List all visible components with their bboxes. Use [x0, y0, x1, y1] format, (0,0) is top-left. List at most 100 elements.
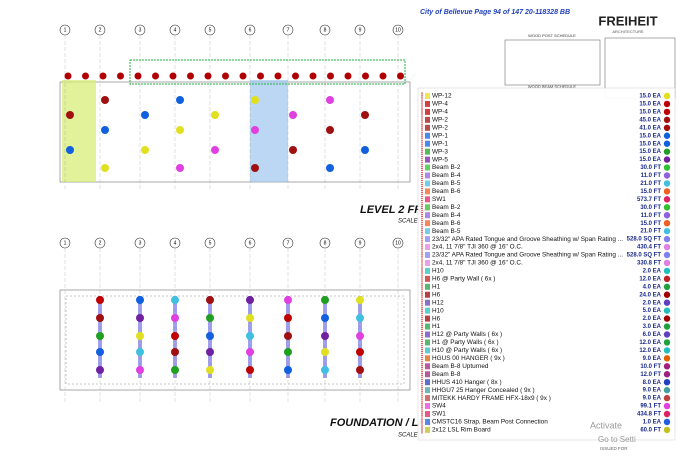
item-qty: 330.8 FT — [637, 261, 661, 267]
item-color — [663, 418, 671, 426]
item-qty: 2.0 EA — [643, 300, 662, 306]
item-color — [663, 212, 671, 219]
stamp: ISSUED FOR — [600, 446, 628, 451]
swatch — [425, 418, 430, 425]
item-name: 23/32" APA Rated Tongue and Groove Sheat… — [432, 252, 623, 259]
marker — [251, 164, 259, 172]
item-qty: 45.0 EA — [639, 117, 661, 123]
item-name: MITEKK HARDY FRAME HFX-18x9 ( 9x ) — [432, 395, 551, 402]
item-qty: 430.4 FT — [637, 245, 661, 251]
marker — [206, 348, 214, 356]
item-name: H10 — [432, 268, 444, 275]
outline-green — [129, 59, 406, 85]
marker — [289, 146, 297, 154]
watermark: Go to Setti — [598, 435, 636, 444]
swatch — [425, 307, 430, 314]
item-qty: 15.0 EA — [639, 102, 661, 108]
grid-label: 1 — [64, 27, 67, 33]
marker — [321, 314, 329, 322]
swatch — [425, 315, 430, 322]
swatch — [425, 411, 430, 417]
item-name: H1 — [432, 323, 441, 330]
marker — [257, 72, 264, 80]
item-name: Beam B-4 — [432, 172, 461, 179]
item-color — [663, 148, 671, 155]
item-qty: 15.0 EA — [639, 109, 661, 115]
marker — [321, 332, 329, 340]
grid-label: 2 — [99, 27, 102, 33]
marker — [211, 111, 219, 119]
marker — [176, 164, 184, 172]
item-color — [663, 180, 671, 187]
marker — [321, 296, 329, 304]
item-color — [663, 92, 671, 100]
item-color — [663, 156, 671, 163]
item-name: Beam B-4 — [432, 212, 461, 219]
swatch — [425, 355, 430, 362]
item-name: Beam B-6 — [432, 188, 461, 195]
grid-label: 1 — [64, 240, 67, 246]
item-qty: 15.0 EA — [639, 133, 661, 139]
swatch — [425, 140, 430, 147]
marker — [96, 332, 104, 340]
item-color — [663, 426, 671, 434]
swatch — [425, 188, 430, 195]
item-qty: 12.0 EA — [639, 348, 661, 354]
marker — [356, 348, 364, 356]
marker — [64, 72, 72, 80]
marker — [204, 72, 212, 80]
item-name: CMSTC16 Strap, Beam Post Connection — [432, 419, 548, 426]
marker — [326, 164, 334, 172]
swatch — [425, 379, 430, 386]
marker — [356, 366, 364, 374]
marker — [96, 348, 104, 356]
grid-label: 4 — [174, 27, 177, 33]
marker — [134, 72, 142, 80]
marker — [246, 314, 254, 322]
marker — [96, 296, 104, 304]
marker — [101, 126, 109, 134]
takeoff-panel — [417, 87, 676, 441]
item-qty: 21.0 FT — [640, 181, 661, 187]
marker — [171, 314, 179, 322]
item-color — [663, 323, 671, 330]
item-color — [663, 402, 671, 410]
marker — [176, 96, 184, 104]
marker — [206, 332, 214, 340]
takeoff-list: WP-12 15.0 EA WP-4 15.0 EA WP-4 15.0 EA WP-2 45… — [421, 92, 671, 434]
item-color — [663, 259, 671, 267]
marker — [361, 146, 369, 154]
item-name: H6 @ Party Wall ( 6x ) — [432, 276, 495, 283]
item-name: H1 @ Party Walls ( 6x ) — [432, 339, 499, 346]
item-name: WP-5 — [432, 156, 448, 163]
marker — [326, 126, 334, 134]
marker — [246, 296, 254, 304]
marker — [284, 348, 292, 356]
page-title: City of Bellevue Page 94 of 147 20-11832… — [420, 9, 570, 16]
item-qty: 30.0 FT — [640, 205, 661, 211]
item-name: H12 — [432, 299, 444, 306]
item-name: Beam B-6 — [432, 220, 461, 227]
floor-plan: 1 1 2 2 3 3 4 4 5 5 6 6 7 7 8 8 9 9 10 10 — [59, 24, 411, 403]
item-name: H6 — [432, 315, 441, 322]
item-color — [663, 283, 671, 290]
swatch — [425, 323, 430, 330]
schedule-title: WOOD POST SCHEDULE — [528, 33, 576, 38]
swatch — [425, 124, 430, 131]
marker — [169, 72, 177, 80]
item-color — [663, 132, 671, 139]
item-qty: 15.0 EA — [639, 157, 661, 163]
item-color — [663, 347, 671, 354]
marker — [397, 72, 404, 80]
item-color — [663, 275, 671, 283]
grid-label: 2 — [99, 240, 102, 246]
item-name: Beam B-2 — [432, 204, 461, 211]
swatch — [425, 395, 430, 402]
swatch — [425, 172, 430, 179]
swatch — [425, 267, 430, 274]
item-name: SW1 — [432, 196, 446, 203]
marker — [356, 296, 364, 304]
marker — [171, 296, 179, 304]
marker — [136, 366, 144, 374]
